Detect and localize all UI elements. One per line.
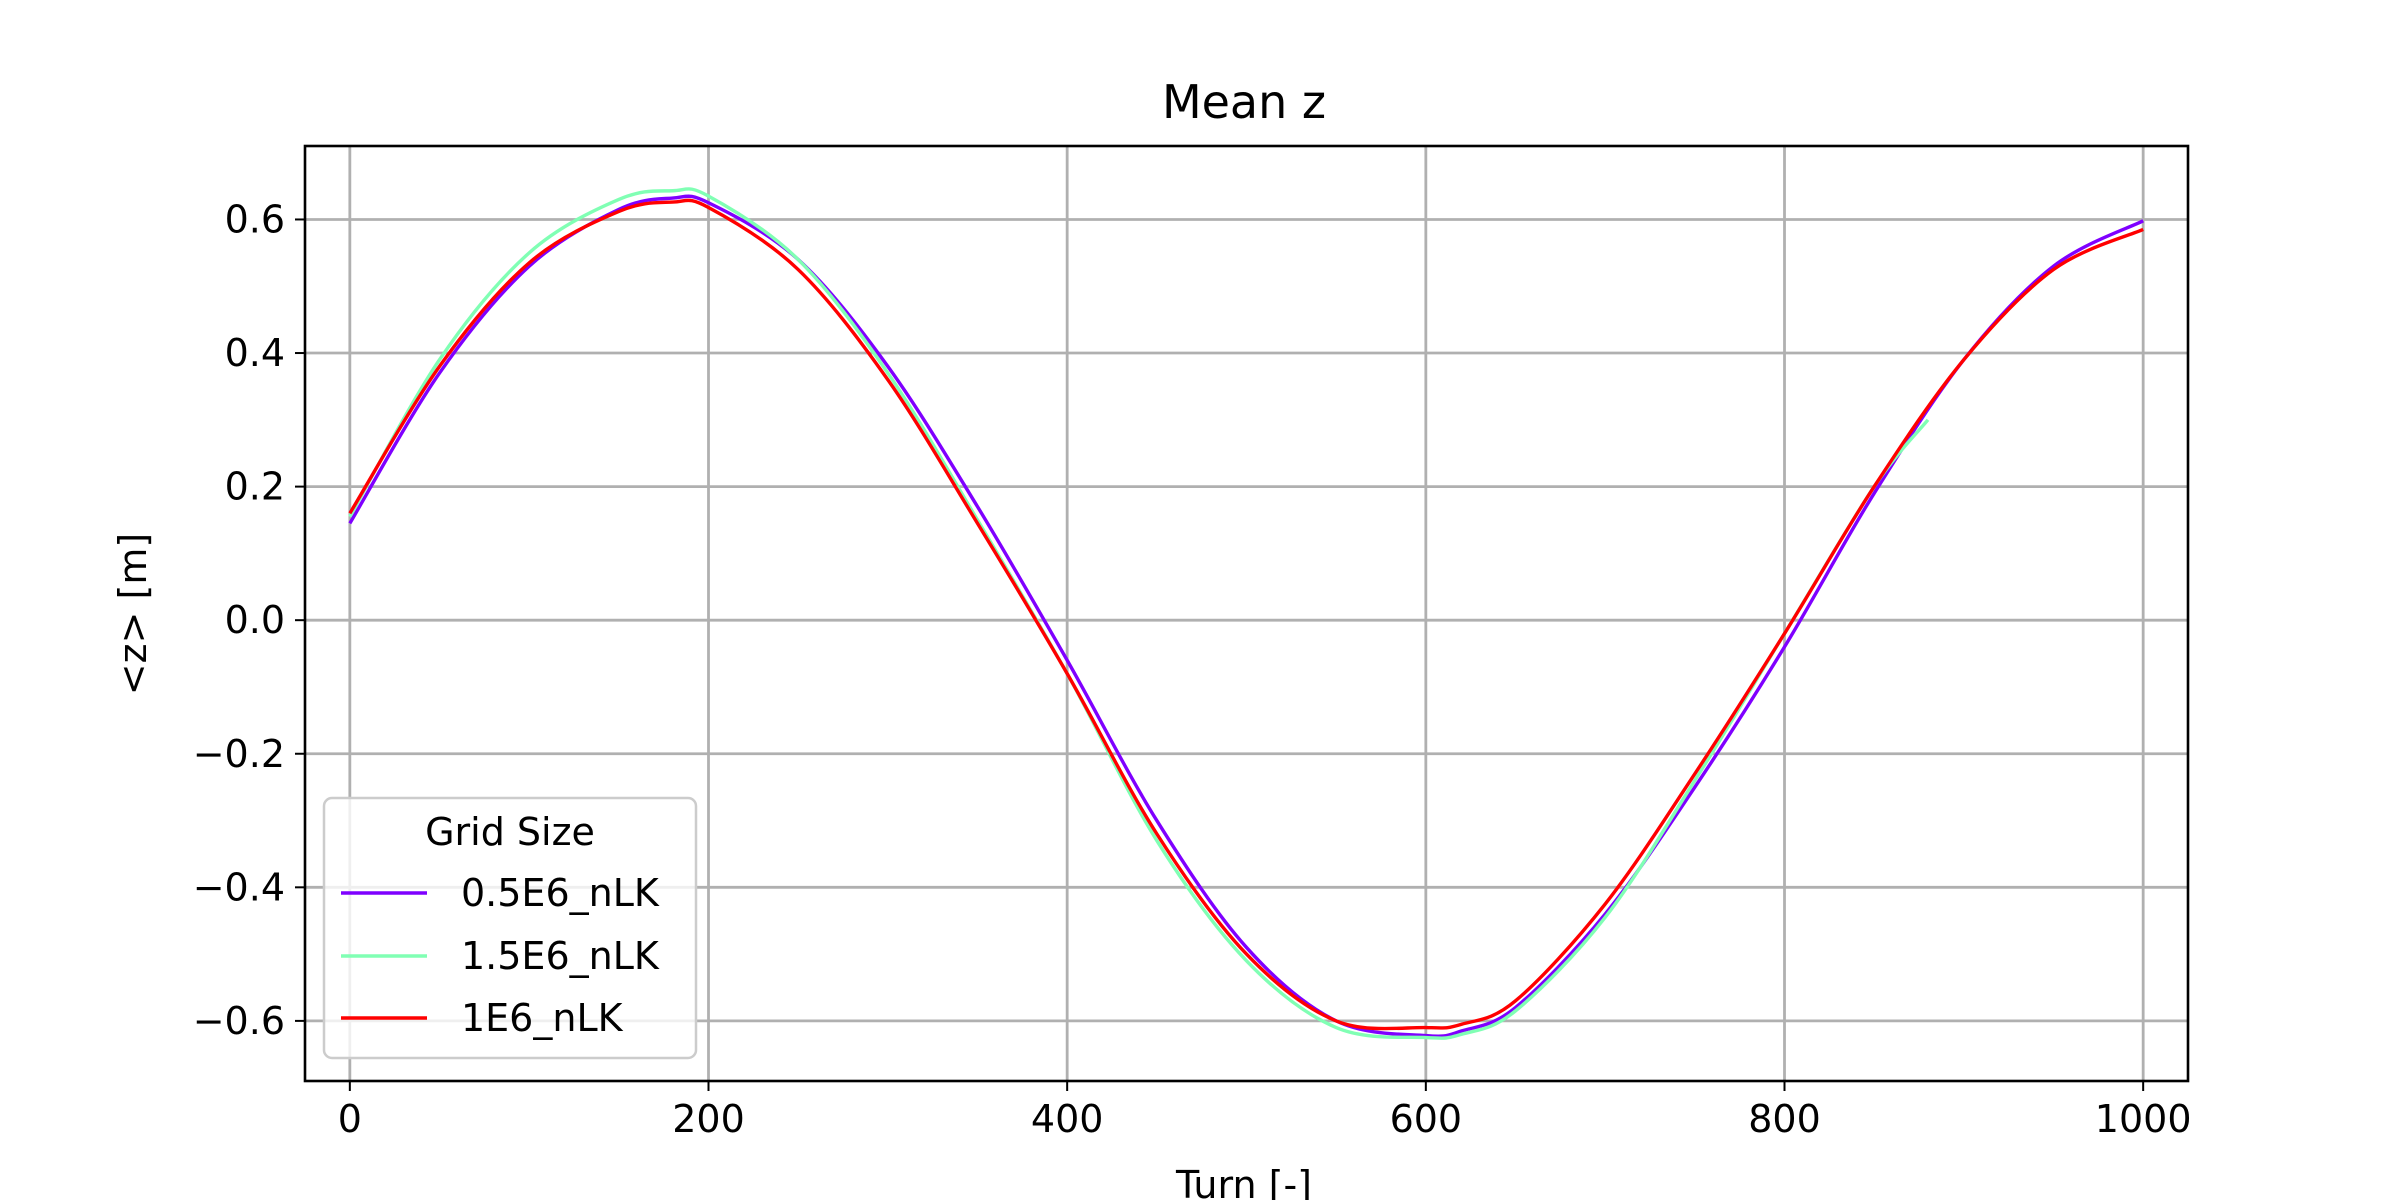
chart-title: Mean z — [1162, 75, 1326, 129]
series-line-1 — [348, 194, 2144, 1038]
plot-frame — [303, 144, 2190, 1083]
legend-label-series-1: 0.5E6_nLK — [461, 871, 660, 915]
x-axis-label: Turn [-] — [1175, 1163, 1312, 1200]
y-axis-label: <z> [m] — [111, 533, 155, 695]
y-tick-label: −0.2 — [193, 732, 285, 776]
axis-ticks: 0 200 400 600 800 1000 0.6 0.4 0.2 0.0 −0.2 −0.4 −0.… — [193, 197, 2192, 1141]
x-tick-label: 400 — [1031, 1097, 1104, 1141]
legend-label-series-3: 1E6_nLK — [461, 996, 624, 1040]
legend-box — [322, 796, 698, 1060]
legend-title: Grid Size — [425, 810, 595, 854]
x-tick-label: 200 — [672, 1097, 745, 1141]
y-tick-label: −0.4 — [193, 865, 285, 909]
y-tick-label: 0.4 — [225, 331, 285, 375]
series-lines — [348, 187, 2144, 1040]
y-tick-label: 0.0 — [225, 598, 285, 642]
x-tick-label: 1000 — [2095, 1097, 2192, 1141]
legend-label-series-2: 1.5E6_nLK — [461, 934, 660, 978]
x-tick-label: 0 — [338, 1097, 362, 1141]
x-tick-label: 800 — [1748, 1097, 1821, 1141]
legend: Grid Size 0.5E6_nLK 1.5E6_nLK 1E6_nLK — [322, 796, 698, 1060]
x-tick-label: 600 — [1390, 1097, 1463, 1141]
y-tick-label: 0.6 — [225, 197, 285, 241]
series-line-2 — [348, 187, 1930, 1040]
y-tick-label: 0.2 — [225, 465, 285, 509]
y-tick-label: −0.6 — [193, 999, 285, 1043]
series-line-3 — [348, 198, 2144, 1031]
